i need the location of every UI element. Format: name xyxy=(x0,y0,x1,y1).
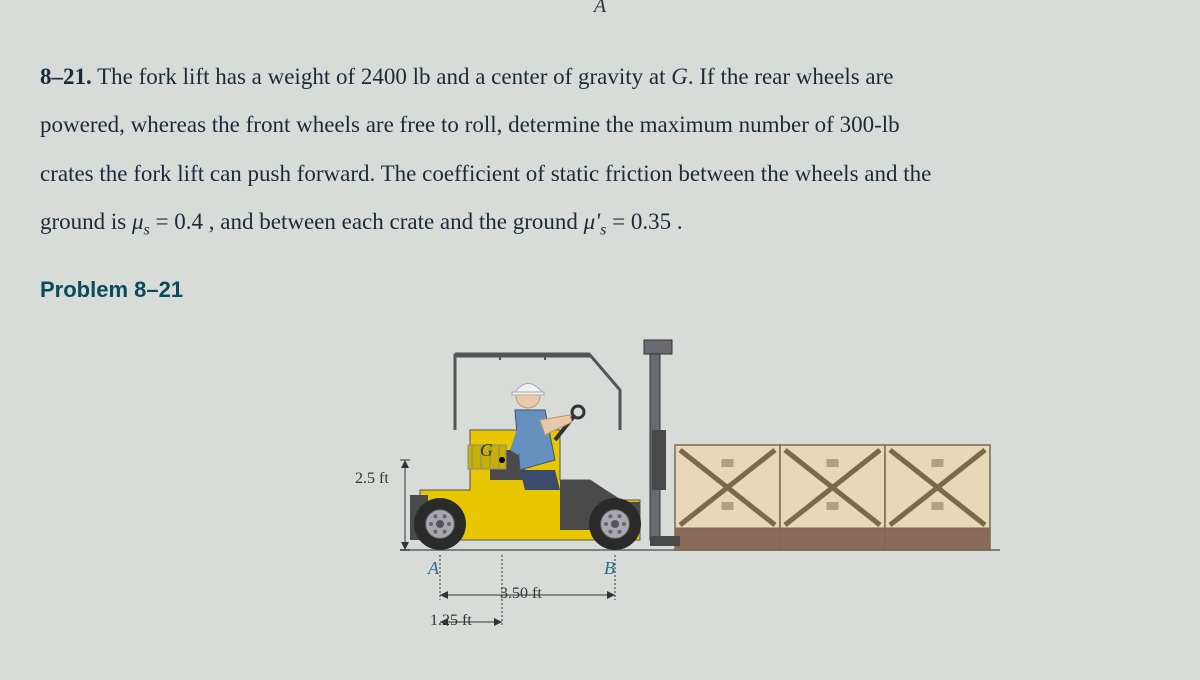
label-a: A xyxy=(428,558,439,579)
dim-wheelbase: 3.50 ft xyxy=(500,585,542,603)
problem-number: 8–21. xyxy=(40,64,92,89)
top-marker: A xyxy=(594,0,606,18)
cg-label: G xyxy=(671,64,688,89)
mu-p-value: 0.35 xyxy=(631,209,671,234)
mu-s-symbol: μ xyxy=(132,209,144,234)
dim-height-g: 2.5 ft xyxy=(355,470,389,488)
page-content: 8–21. The fork lift has a weight of 2400… xyxy=(0,0,1200,313)
crate-weight: 300-lb xyxy=(840,112,900,137)
text: , and between each crate and the ground xyxy=(203,209,584,234)
problem-statement: 8–21. The fork lift has a weight of 2400… xyxy=(40,53,1160,247)
label-b: B xyxy=(604,558,615,579)
text: powered, whereas the front wheels are fr… xyxy=(40,112,840,137)
equals: = xyxy=(150,209,174,234)
mu-p-symbol: μ' xyxy=(584,209,600,234)
text: . xyxy=(671,209,683,234)
text: and a center of gravity at xyxy=(431,64,672,89)
figure-svg xyxy=(360,330,1000,650)
text: crates the fork lift can push forward. T… xyxy=(40,161,931,186)
text: ground is xyxy=(40,209,132,234)
text: The fork lift has a weight of xyxy=(97,64,361,89)
weight-value: 2400 lb xyxy=(361,64,431,89)
mu-s-value: 0.4 xyxy=(174,209,203,234)
dim-rear-offset: 1.25 ft xyxy=(430,612,472,630)
figure: 2.5 ft A B 3.50 ft 1.25 ft G xyxy=(360,330,1000,650)
label-g: G xyxy=(480,440,493,461)
text: . If the rear wheels are xyxy=(688,64,894,89)
equals: = xyxy=(606,209,630,234)
problem-heading: Problem 8–21 xyxy=(40,277,1160,303)
